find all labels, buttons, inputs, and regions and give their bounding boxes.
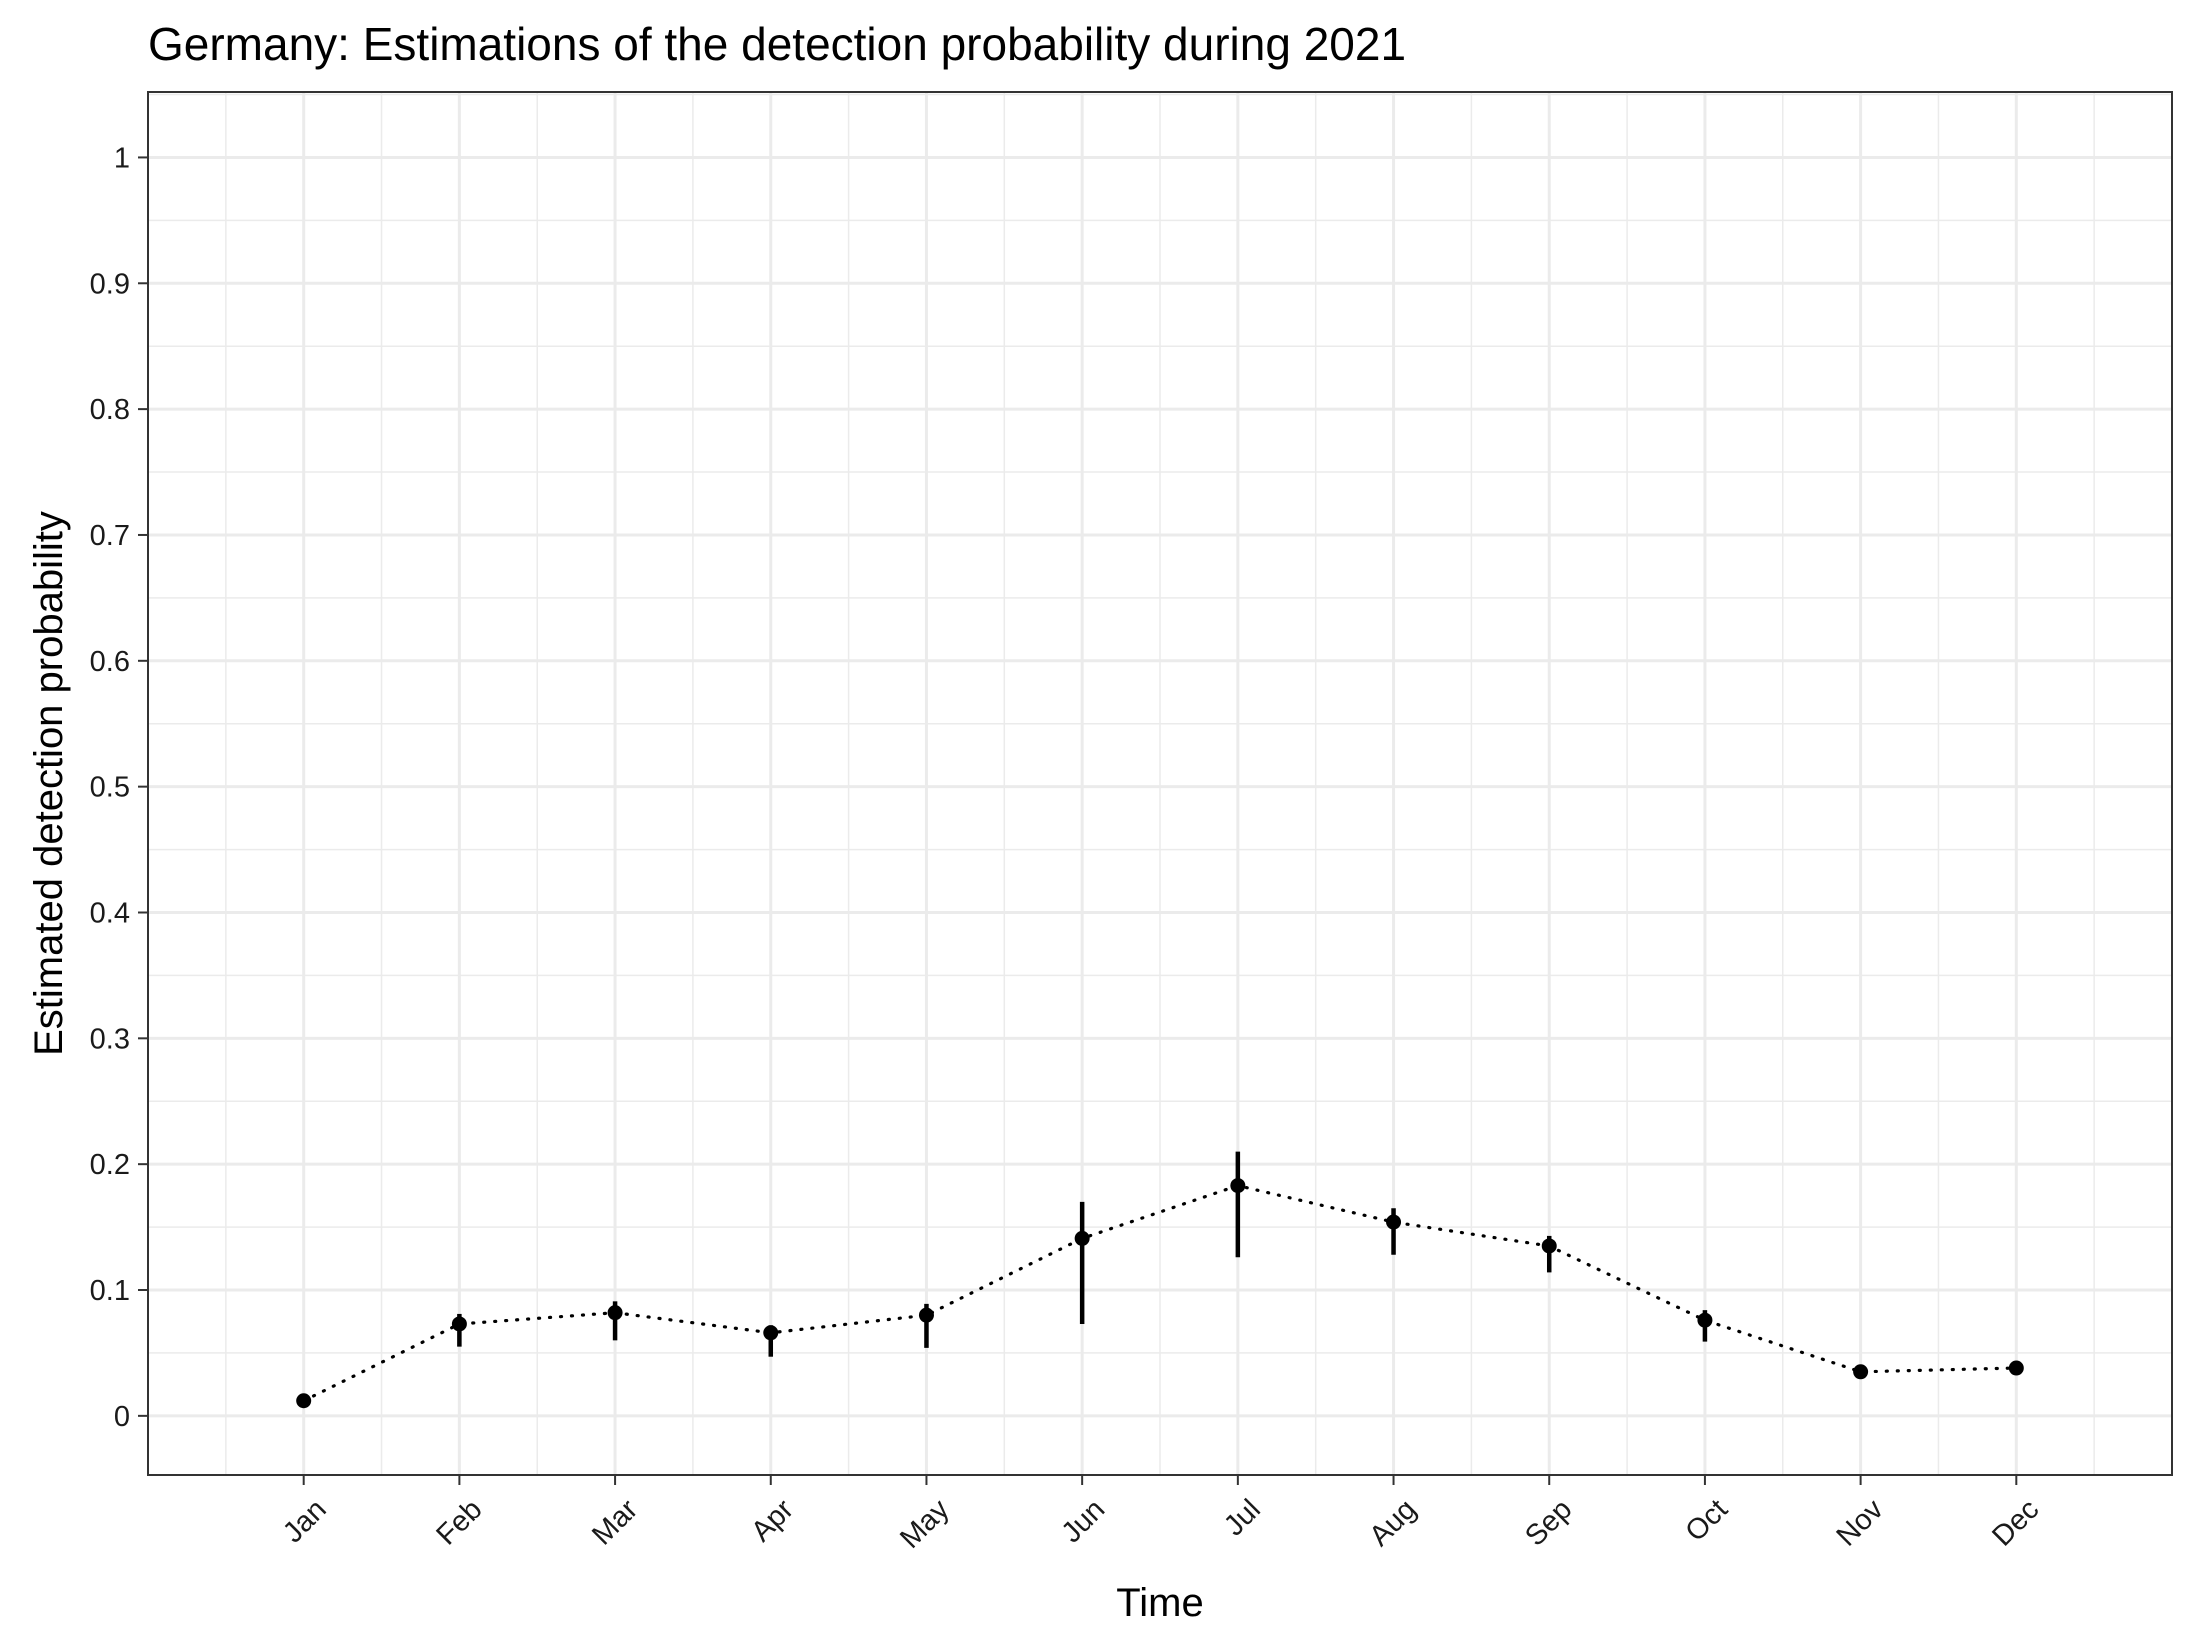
panel-border	[147, 91, 2173, 1476]
data-point-aug	[1386, 1214, 1402, 1230]
data-point-may	[918, 1307, 934, 1323]
y-tick-label: 0.1	[90, 1275, 130, 1307]
y-tick-label: 0.3	[90, 1023, 130, 1055]
series-line	[302, 1183, 2018, 1403]
data-point-nov	[1853, 1364, 1869, 1380]
y-axis-title: Estimated detection probability	[27, 511, 71, 1056]
plot-area	[296, 1151, 2024, 1409]
chart-title: Germany: Estimations of the detection pr…	[148, 18, 1406, 70]
data-point-jun	[1074, 1230, 1090, 1246]
y-tick-label: 0.5	[90, 772, 130, 804]
data-point-oct	[1697, 1312, 1713, 1328]
y-tick-label: 0.2	[90, 1149, 130, 1181]
y-tick-label: 0.9	[90, 268, 130, 300]
y-tick-label: 0.4	[90, 897, 130, 929]
x-axis-title: Time	[1116, 1581, 1203, 1625]
y-tick-label: 1	[114, 142, 130, 174]
y-tick-label: 0.6	[90, 646, 130, 678]
y-tick-label: 0.8	[90, 394, 130, 426]
data-point-sep	[1541, 1238, 1557, 1254]
data-point-apr	[763, 1325, 779, 1341]
y-tick-label: 0.7	[90, 520, 130, 552]
data-point-jan	[296, 1393, 312, 1409]
data-point-feb	[451, 1316, 467, 1332]
y-tick-label: 0	[114, 1401, 130, 1433]
data-point-dec	[2008, 1360, 2024, 1376]
data-point-jul	[1230, 1178, 1246, 1194]
data-point-mar	[607, 1305, 623, 1321]
